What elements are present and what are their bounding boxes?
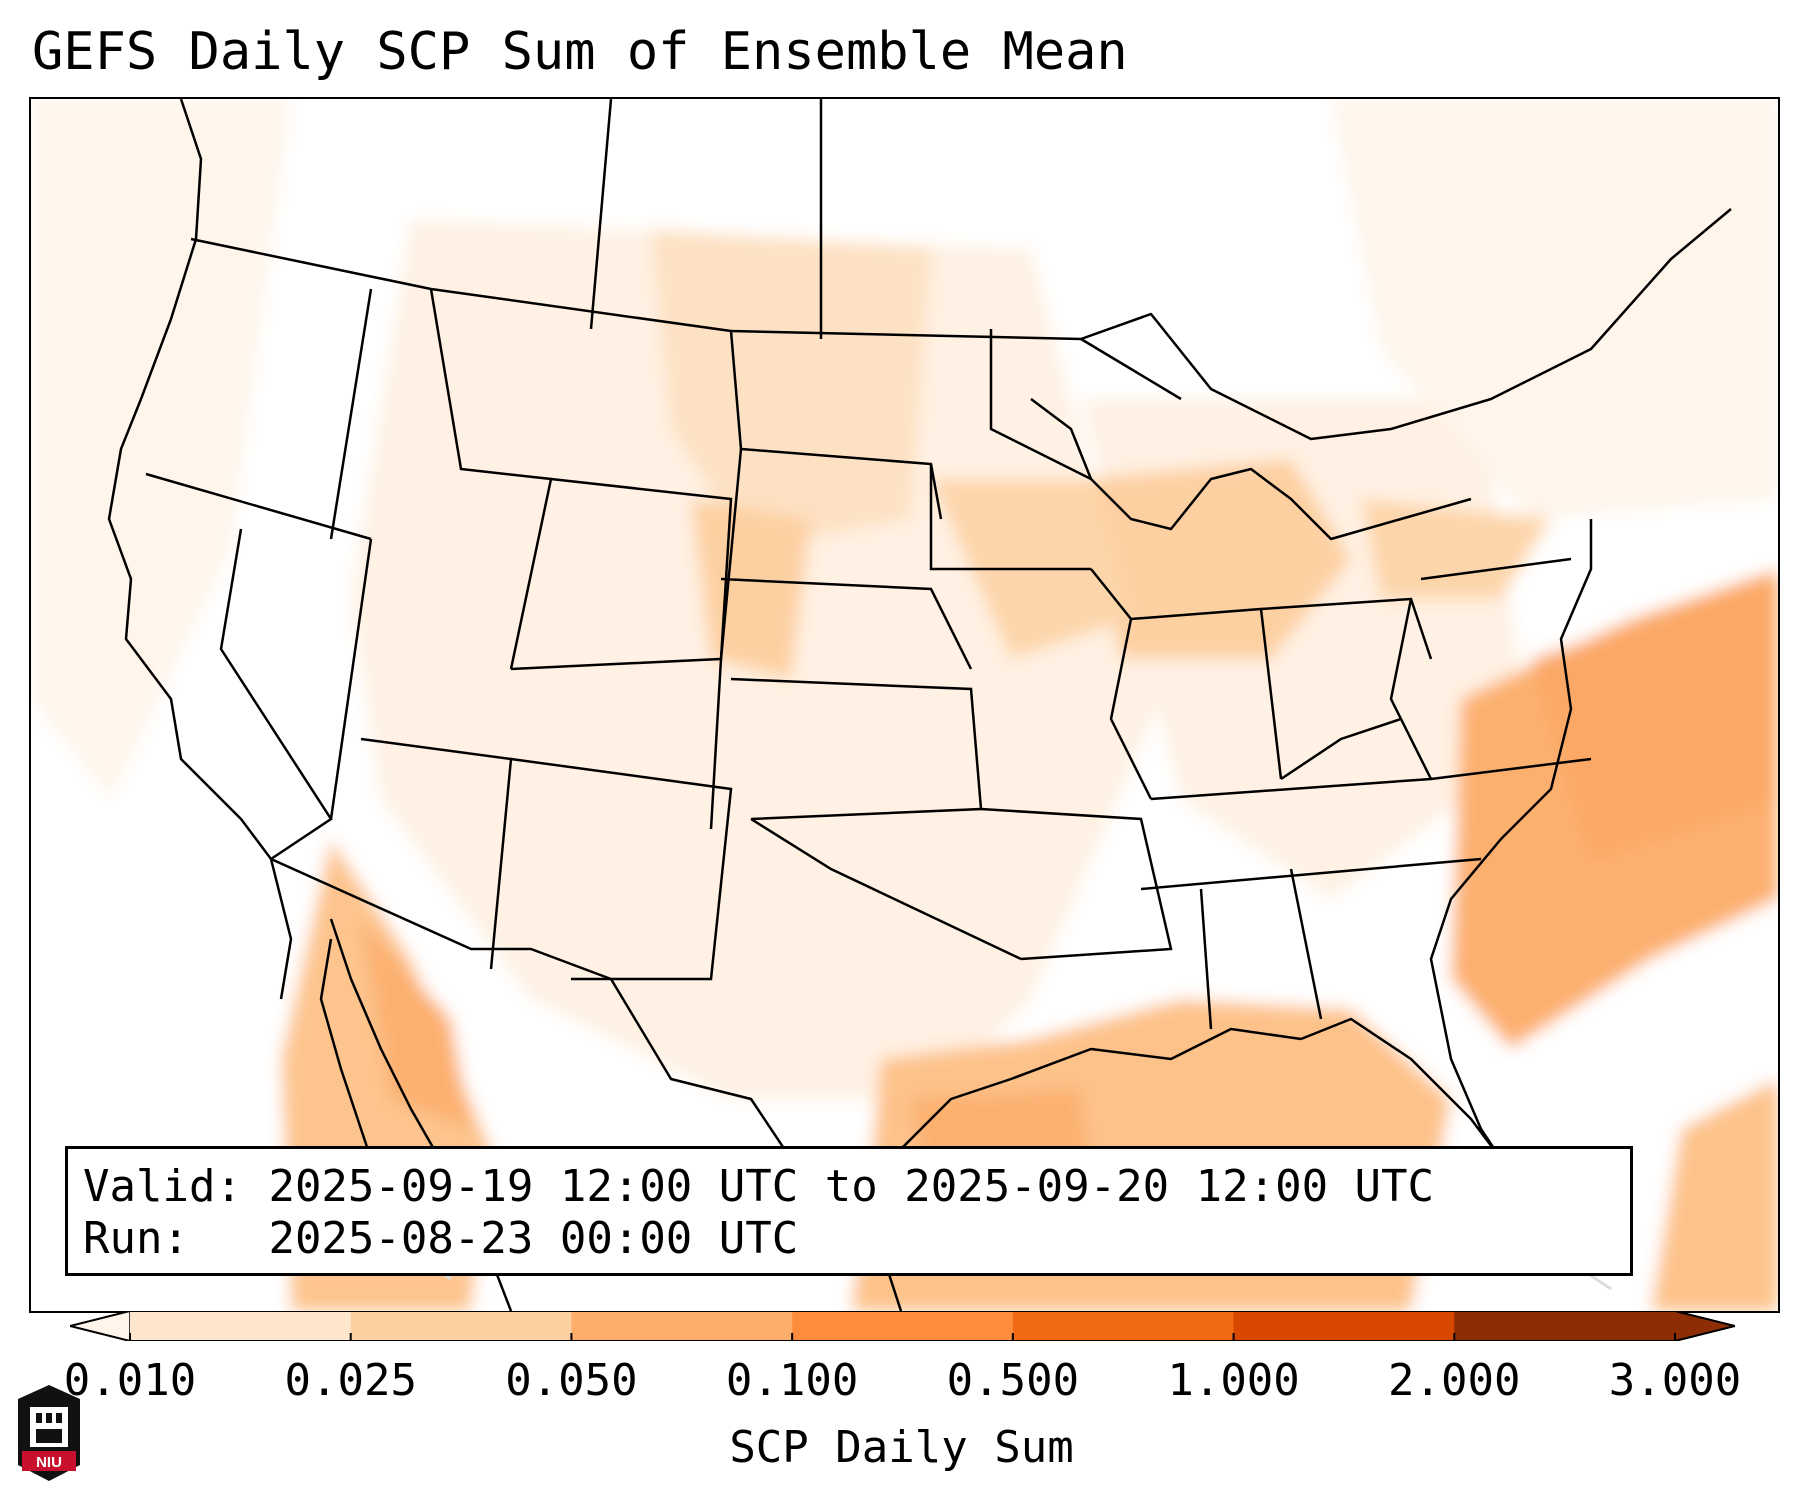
colorbar-tick-label: 3.000 <box>1608 1355 1742 1406</box>
colorbar-tick-label: 0.025 <box>284 1355 417 1406</box>
colorbar-label: SCP Daily Sum <box>729 1422 1074 1473</box>
colorbar-segment <box>1233 1311 1455 1341</box>
colorbar-tick-label: 0.050 <box>505 1355 638 1406</box>
colorbar-tick-label: 2.000 <box>1388 1355 1521 1406</box>
scp-shading <box>31 99 1778 1311</box>
map-panel <box>29 97 1780 1313</box>
valid-value: 2025-09-19 12:00 UTC to 2025-09-20 12:00… <box>268 1161 1435 1212</box>
colorbar <box>70 1311 1735 1341</box>
coastline-and-borders <box>107 99 1732 1311</box>
scp-field-map <box>31 99 1778 1311</box>
colorbar-tick-label: 1.000 <box>1167 1355 1300 1406</box>
colorbar-segment <box>130 1311 352 1341</box>
valid-run-info-box: Valid: 2025-09-19 12:00 UTC to 2025-09-2… <box>65 1146 1633 1276</box>
colorbar-extend-low <box>70 1311 131 1341</box>
run-label: Run: <box>83 1213 189 1264</box>
colorbar-tick-label: 0.500 <box>946 1355 1080 1406</box>
colorbar-segment <box>350 1311 572 1341</box>
colorbar-segment <box>1454 1311 1676 1341</box>
colorbar-segment <box>792 1311 1014 1341</box>
map-title: GEFS Daily SCP Sum of Ensemble Mean <box>32 22 1128 82</box>
logo-text: NIU <box>36 1454 62 1471</box>
colorbar-segment <box>571 1311 793 1341</box>
colorbar-tick-label: 0.100 <box>725 1355 859 1406</box>
niu-logo: NIU <box>18 1385 80 1481</box>
state-boundaries <box>145 99 1592 1030</box>
colorbar-segment <box>1012 1311 1235 1341</box>
colorbar-tick-label: 0.010 <box>63 1355 197 1406</box>
colorbar-extend-high <box>1675 1311 1735 1341</box>
valid-label: Valid: <box>83 1161 242 1212</box>
run-value: 2025-08-23 00:00 UTC <box>268 1213 799 1264</box>
